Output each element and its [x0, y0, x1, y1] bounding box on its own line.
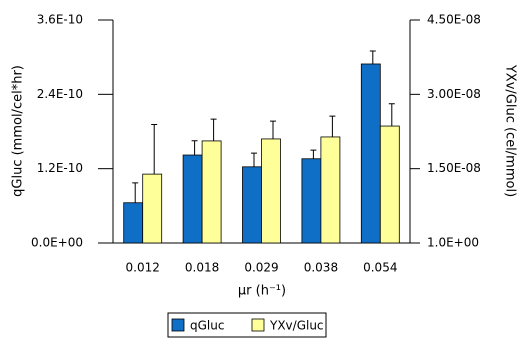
legend-box	[167, 312, 327, 338]
y2-tick-label: 4.50E-08	[427, 13, 481, 27]
bar	[242, 166, 262, 244]
error-bar	[132, 182, 139, 203]
y-tick-label: 0.0E+00	[31, 236, 83, 250]
x-tick-label: 0.029	[244, 261, 278, 275]
error-bar	[329, 115, 336, 137]
legend-swatch	[171, 318, 185, 332]
bar	[261, 138, 281, 244]
legend-label: qGluc	[190, 319, 224, 333]
bar	[360, 63, 381, 244]
bar	[142, 173, 163, 244]
error-bar	[270, 120, 276, 139]
y2-tick-label: 1.0E+00	[427, 236, 479, 250]
x-tick-label: 0.012	[126, 261, 160, 275]
error-bar	[191, 140, 198, 156]
error-bar	[151, 124, 158, 175]
y2-axis-title: YXv/Gluc (cel/mmol)	[503, 64, 518, 197]
y2-tick-label: 1.50E-08	[427, 161, 481, 175]
error-bar	[310, 149, 317, 159]
x-axis-title: μr (h⁻¹)	[238, 284, 286, 299]
error-bar	[388, 103, 395, 127]
x-tick-label: 0.054	[363, 261, 397, 275]
bar	[301, 158, 322, 244]
y-tick-label: 1.2E-10	[37, 161, 83, 175]
y2-tick-label: 3.00E-08	[427, 87, 481, 101]
bar	[320, 136, 341, 244]
bar	[123, 202, 144, 244]
y-tick-label: 3.6E-10	[37, 13, 83, 27]
error-bar	[251, 152, 257, 167]
y-tick-label: 2.4E-10	[37, 87, 83, 101]
x-tick-label: 0.038	[304, 261, 338, 275]
error-bar	[369, 50, 376, 64]
legend-swatch	[251, 318, 265, 332]
bar	[379, 125, 400, 244]
bar	[201, 140, 222, 244]
legend-label: YXv/Gluc	[269, 319, 324, 333]
x-tick-label: 0.018	[185, 261, 219, 275]
error-bar	[210, 118, 217, 141]
bar	[182, 154, 203, 244]
y-axis-title: qGluc (mmol/cel*hr)	[11, 65, 26, 197]
